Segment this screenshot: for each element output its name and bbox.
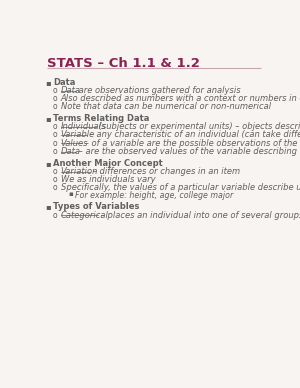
Text: Variation: Variation	[61, 167, 98, 176]
Text: o: o	[52, 175, 57, 184]
Text: Categorical: Categorical	[61, 211, 109, 220]
Text: Specifically, the values of a particular variable describe us vary: Specifically, the values of a particular…	[61, 183, 300, 192]
Text: Also described as numbers with a context or numbers in context: Also described as numbers with a context…	[61, 94, 300, 103]
Text: For example: height, age, college major: For example: height, age, college major	[75, 191, 233, 200]
Text: Variable: Variable	[61, 130, 95, 140]
Text: Values: Values	[61, 139, 88, 147]
Text: ▪: ▪	[45, 159, 51, 168]
Text: o: o	[52, 167, 57, 176]
Text: – are the observed values of the variable describing an individual: – are the observed values of the variabl…	[76, 147, 300, 156]
Text: ▪: ▪	[68, 191, 73, 197]
Text: o: o	[52, 122, 57, 132]
Text: Data: Data	[53, 78, 75, 87]
Text: o: o	[52, 130, 57, 140]
Text: – places an individual into one of several groups; a variable that can be identi: – places an individual into one of sever…	[98, 211, 300, 220]
Text: o: o	[52, 94, 57, 103]
Text: STATS – Ch 1.1 & 1.2: STATS – Ch 1.1 & 1.2	[47, 57, 200, 70]
Text: o: o	[52, 183, 57, 192]
Text: o: o	[52, 147, 57, 156]
Text: ▪: ▪	[45, 203, 51, 211]
Text: (subjects or experimental units) – objects described by a set of data (people or: (subjects or experimental units) – objec…	[96, 122, 300, 132]
Text: Another Major Concept: Another Major Concept	[53, 159, 163, 168]
Text: Terms Relating Data: Terms Relating Data	[53, 114, 149, 123]
Text: – of a variable are the possible observations of the variable: – of a variable are the possible observa…	[82, 139, 300, 147]
Text: ▪: ▪	[45, 78, 51, 87]
Text: o: o	[52, 102, 57, 111]
Text: Data: Data	[61, 86, 81, 95]
Text: o: o	[52, 211, 57, 220]
Text: Note that data can be numerical or non-numerical: Note that data can be numerical or non-n…	[61, 102, 271, 111]
Text: We as individuals vary: We as individuals vary	[61, 175, 155, 184]
Text: – differences or changes in an item: – differences or changes in an item	[90, 167, 240, 176]
Text: are observations gathered for analysis: are observations gathered for analysis	[76, 86, 241, 95]
Text: Individuals: Individuals	[61, 122, 106, 132]
Text: Data: Data	[61, 147, 81, 156]
Text: ▪: ▪	[45, 114, 51, 123]
Text: Types of Variables: Types of Variables	[53, 203, 140, 211]
Text: – any characteristic of an individual (can take different values for different i: – any characteristic of an individual (c…	[87, 130, 300, 140]
Text: o: o	[52, 139, 57, 147]
Text: o: o	[52, 86, 57, 95]
